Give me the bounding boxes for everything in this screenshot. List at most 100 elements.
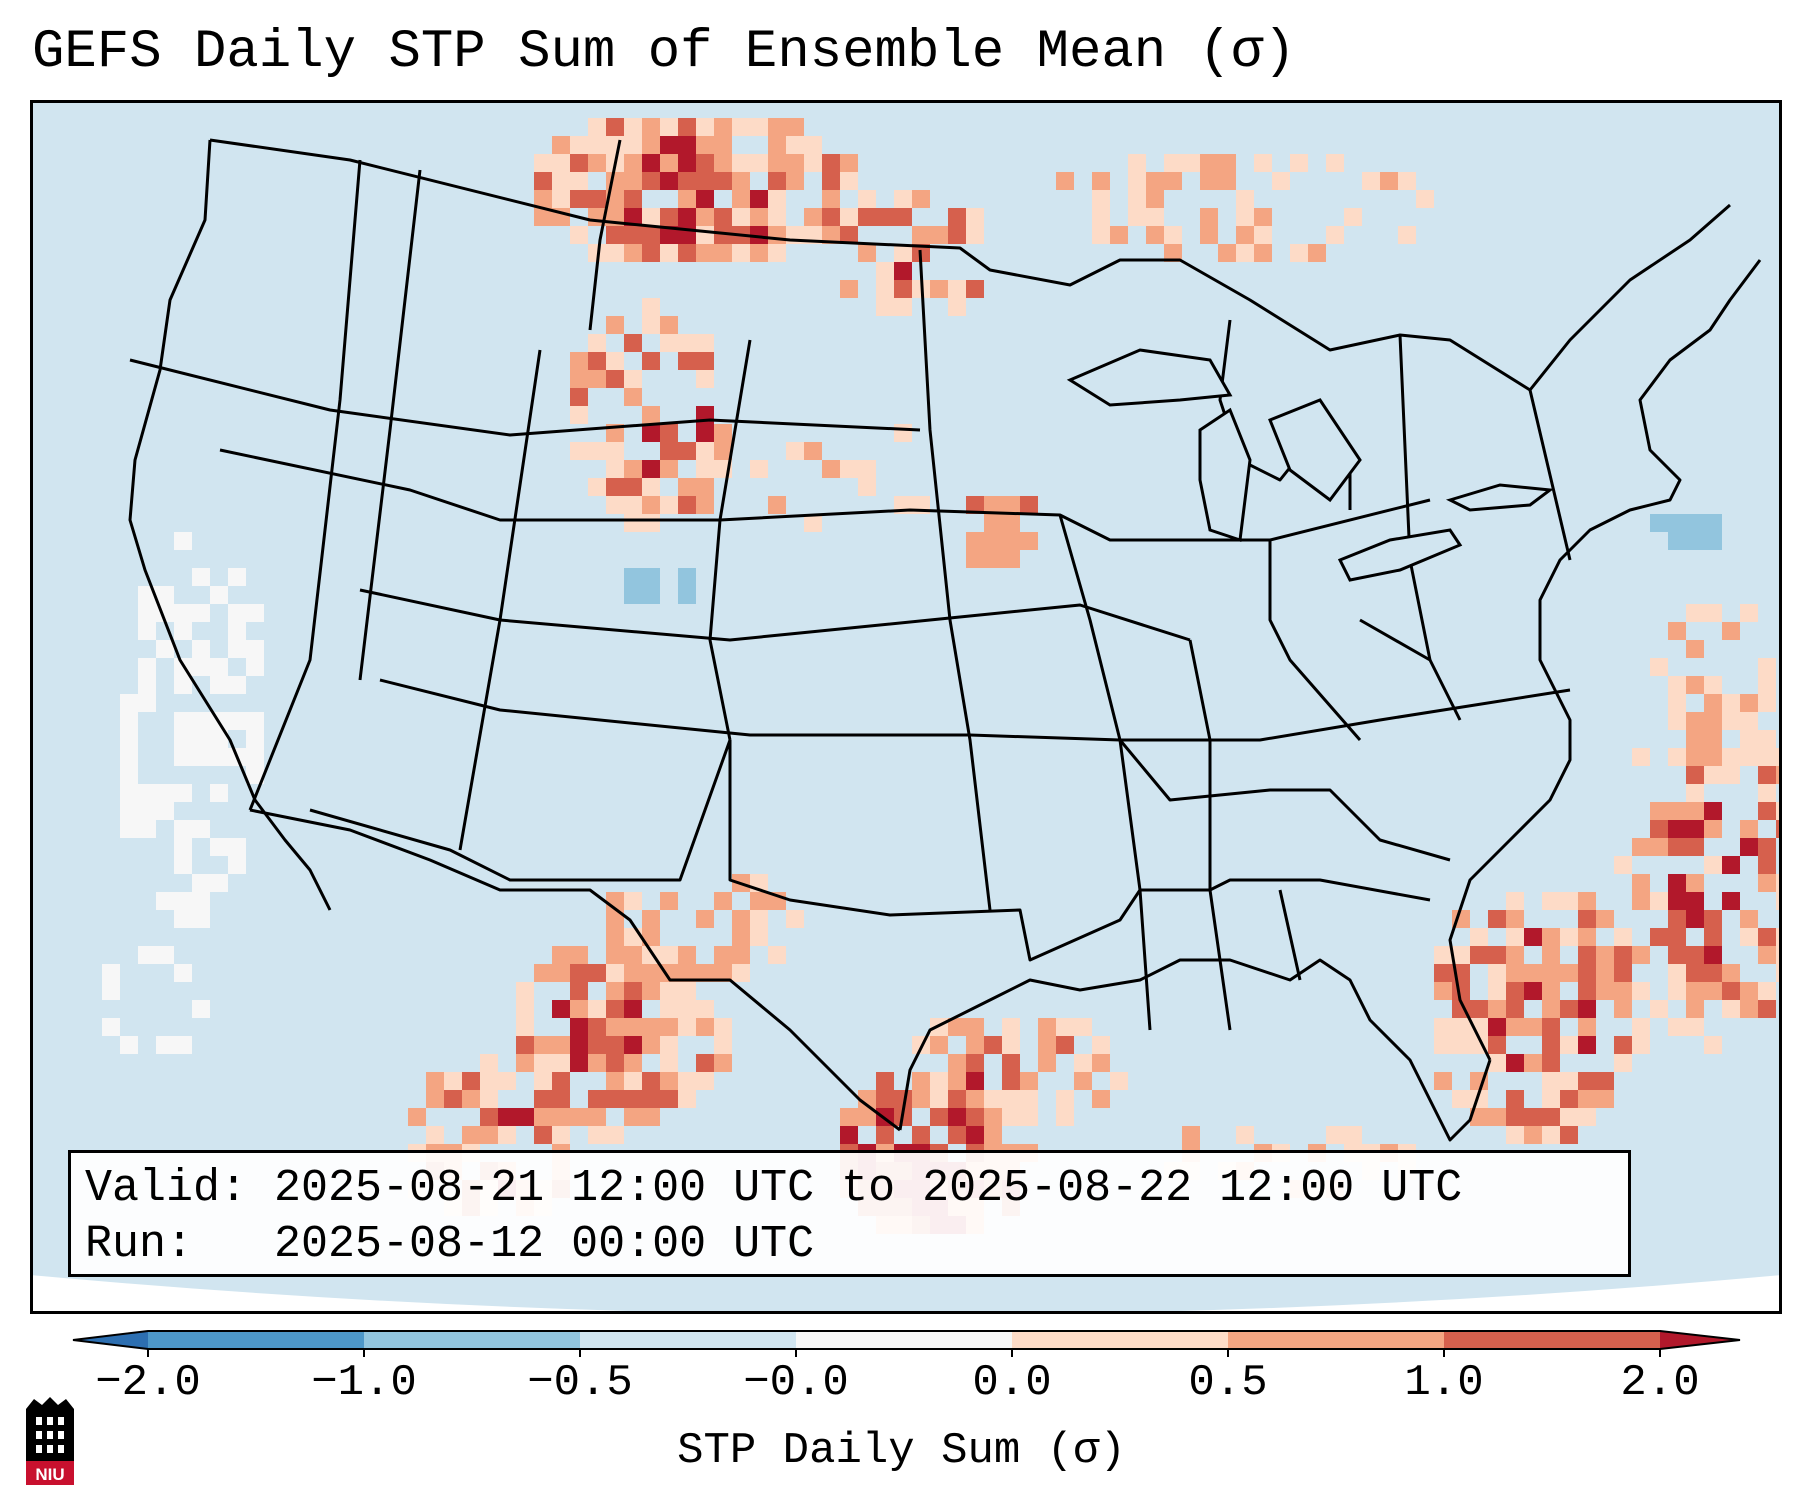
- anomaly-cell: [1254, 244, 1272, 262]
- anomaly-cell: [1596, 1090, 1614, 1108]
- anomaly-cell: [1002, 1054, 1020, 1072]
- anomaly-cell: [876, 298, 894, 316]
- anomaly-cell: [678, 334, 696, 352]
- anomaly-cell: [696, 136, 714, 154]
- anomaly-cell: [660, 316, 678, 334]
- anomaly-cell: [1578, 1000, 1596, 1018]
- anomaly-cell: [1128, 208, 1146, 226]
- anomaly-cell: [534, 1072, 552, 1090]
- anomaly-cell: [570, 226, 588, 244]
- anomaly-cell: [1290, 154, 1308, 172]
- anomaly-cell: [966, 208, 984, 226]
- anomaly-cell: [1578, 964, 1596, 982]
- anomaly-cell: [1650, 820, 1668, 838]
- chart-title: GEFS Daily STP Sum of Ensemble Mean (σ): [32, 22, 1296, 83]
- anomaly-cell: [660, 1072, 678, 1090]
- anomaly-cell: [642, 316, 660, 334]
- anomaly-cell: [1020, 532, 1038, 550]
- anomaly-cell: [1002, 1108, 1020, 1126]
- anomaly-cell: [876, 1072, 894, 1090]
- anomaly-cell: [1056, 172, 1074, 190]
- anomaly-cell: [1758, 802, 1776, 820]
- anomaly-cell: [840, 172, 858, 190]
- anomaly-cell: [192, 892, 210, 910]
- anomaly-cell: [138, 802, 156, 820]
- anomaly-cell: [552, 1072, 570, 1090]
- anomaly-cell: [1506, 1090, 1524, 1108]
- anomaly-cell: [822, 460, 840, 478]
- anomaly-cell: [1614, 1036, 1632, 1054]
- info-box: Valid: 2025-08-21 12:00 UTC to 2025-08-2…: [68, 1150, 1631, 1277]
- anomaly-cell: [714, 172, 732, 190]
- anomaly-cell: [1758, 838, 1776, 856]
- anomaly-cell: [1740, 838, 1758, 856]
- anomaly-cell: [1668, 1018, 1686, 1036]
- anomaly-cell: [804, 136, 822, 154]
- anomaly-cell: [624, 460, 642, 478]
- anomaly-cell: [534, 154, 552, 172]
- anomaly-cell: [1758, 730, 1776, 748]
- anomaly-cell: [1146, 172, 1164, 190]
- anomaly-cell: [642, 964, 660, 982]
- colorbar-bins: [72, 1330, 1741, 1357]
- anomaly-cell: [696, 1072, 714, 1090]
- anomaly-cell: [822, 226, 840, 244]
- anomaly-cell: [1740, 694, 1758, 712]
- anomaly-cell: [678, 136, 696, 154]
- anomaly-cell: [678, 442, 696, 460]
- anomaly-cell: [138, 622, 156, 640]
- anomaly-cell: [1506, 1054, 1524, 1072]
- anomaly-cell: [1488, 982, 1506, 1000]
- anomaly-cell: [1758, 658, 1776, 676]
- anomaly-cell: [552, 1054, 570, 1072]
- anomaly-cell: [1722, 892, 1740, 910]
- anomaly-cell: [840, 154, 858, 172]
- anomaly-cell: [1560, 928, 1578, 946]
- anomaly-cell: [174, 838, 192, 856]
- anomaly-cell: [714, 1054, 732, 1072]
- anomaly-cell: [174, 1036, 192, 1054]
- colorbar-bin: [364, 1331, 580, 1349]
- anomaly-cell: [156, 586, 174, 604]
- anomaly-cell: [1704, 604, 1722, 622]
- anomaly-cell: [1146, 208, 1164, 226]
- anomaly-cell: [138, 784, 156, 802]
- logo-text: NIU: [35, 1465, 64, 1484]
- anomaly-cell: [174, 856, 192, 874]
- anomaly-cell: [624, 1054, 642, 1072]
- anomaly-cell: [1488, 1018, 1506, 1036]
- anomaly-cell: [678, 478, 696, 496]
- anomaly-cell: [498, 1126, 516, 1144]
- anomaly-cell: [984, 496, 1002, 514]
- anomaly-cell: [1452, 1036, 1470, 1054]
- anomaly-cell: [822, 190, 840, 208]
- anomaly-cell: [1560, 1072, 1578, 1090]
- anomaly-cell: [732, 910, 750, 928]
- great-lakes: [1066, 348, 1554, 582]
- anomaly-cell: [516, 1054, 534, 1072]
- anomaly-cell: [120, 730, 138, 748]
- anomaly-cell: [1758, 982, 1776, 1000]
- anomaly-cell: [912, 226, 930, 244]
- anomaly-cell: [1470, 928, 1488, 946]
- anomaly-cell: [192, 910, 210, 928]
- anomaly-cell: [984, 1108, 1002, 1126]
- anomaly-cell: [1614, 982, 1632, 1000]
- anomaly-cell: [1668, 928, 1686, 946]
- anomaly-cell: [894, 298, 912, 316]
- anomaly-cell: [642, 226, 660, 244]
- anomaly-cell: [570, 1000, 588, 1018]
- anomaly-cell: [696, 964, 714, 982]
- anomaly-cell: [714, 226, 732, 244]
- anomaly-cell: [966, 1072, 984, 1090]
- anomaly-cell: [174, 964, 192, 982]
- anomaly-cell: [966, 1054, 984, 1072]
- anomaly-cell: [1668, 532, 1686, 550]
- valid-time-text: Valid: 2025-08-21 12:00 UTC to 2025-08-2…: [85, 1163, 1463, 1214]
- anomaly-cell: [660, 334, 678, 352]
- anomaly-cell: [750, 460, 768, 478]
- anomaly-cell: [624, 604, 642, 622]
- anomaly-cell: [1632, 982, 1650, 1000]
- anomaly-cell: [642, 208, 660, 226]
- anomaly-cell: [1488, 910, 1506, 928]
